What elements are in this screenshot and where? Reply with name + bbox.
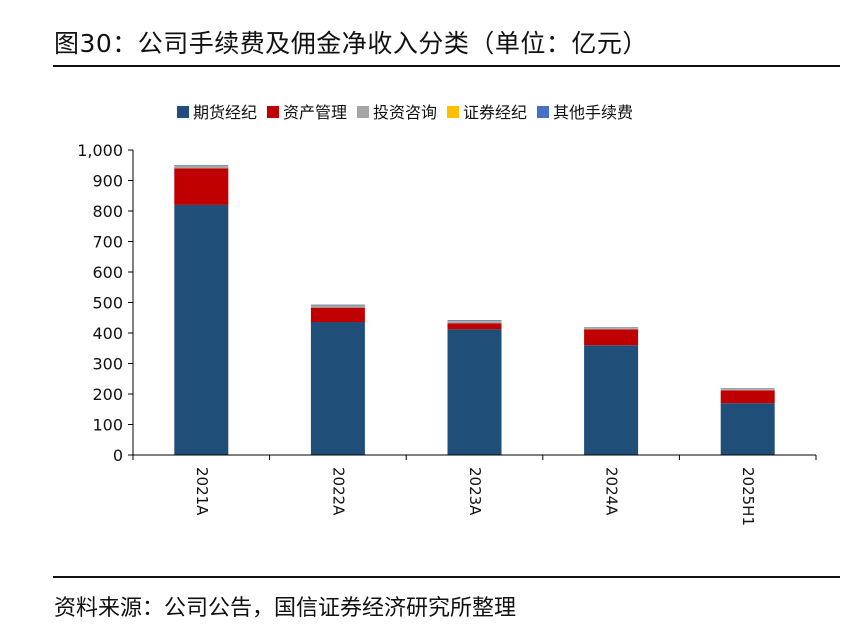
bar-segment	[174, 165, 229, 167]
bar-segment	[310, 305, 365, 308]
legend-label: 投资咨询	[373, 103, 437, 122]
x-tick-label: 2023A	[466, 467, 484, 516]
legend-swatch	[267, 106, 279, 118]
bar-segment	[720, 403, 775, 455]
bar-segment	[584, 329, 639, 346]
x-tick-label: 2025H1	[739, 467, 757, 526]
legend-swatch	[177, 106, 189, 118]
legend-label: 期货经纪	[193, 103, 257, 122]
bar-segment	[584, 328, 639, 330]
legend-swatch	[357, 106, 369, 118]
x-tick-label: 2022A	[329, 467, 347, 516]
title-rule	[53, 65, 840, 67]
bar-segment	[310, 322, 365, 455]
bar-segment	[720, 389, 775, 391]
bar-segment	[447, 321, 502, 324]
y-tick-label: 800	[92, 202, 123, 221]
y-tick-label: 200	[92, 385, 123, 404]
y-tick-label: 600	[92, 263, 123, 282]
legend-label: 证券经纪	[463, 103, 527, 122]
source-note: 资料来源：公司公告，国信证券经济研究所整理	[54, 596, 517, 621]
bar-segment	[174, 168, 229, 205]
bar-segment	[447, 320, 502, 322]
y-tick-label: 900	[92, 172, 123, 191]
stacked-bar-chart: 期货经纪 资产管理 投资咨询 证券经纪 其他手续费 0 100 200 300 400 500 60…	[77, 103, 817, 526]
bar-segment	[720, 390, 775, 404]
legend-swatch	[447, 106, 459, 118]
chart-title: 图30：公司手续费及佣金净收入分类（单位：亿元）	[54, 29, 648, 58]
bar-segment	[310, 307, 365, 323]
y-tick-label: 100	[92, 416, 123, 435]
y-tick-label: 500	[92, 294, 123, 313]
bar-segment	[720, 388, 775, 389]
y-tick-label: 1,000	[77, 141, 123, 160]
legend-label: 其他手续费	[553, 103, 633, 122]
legend: 期货经纪 资产管理 投资咨询 证券经纪 其他手续费	[177, 103, 633, 122]
y-tick-label: 700	[92, 233, 123, 252]
bar-segment	[584, 345, 639, 455]
bar-segment	[310, 304, 365, 306]
x-tick-label: 2024A	[603, 467, 621, 516]
source-rule	[53, 576, 840, 578]
bar-segment	[174, 166, 229, 169]
legend-swatch	[537, 106, 549, 118]
x-axis: 2021A 2022A 2023A 2024A 2025H1	[132, 454, 817, 526]
y-tick-label: 0	[113, 446, 123, 465]
bars	[174, 165, 775, 455]
bar-segment	[447, 323, 502, 330]
bar-segment	[584, 327, 639, 328]
bar-segment	[447, 329, 502, 455]
y-tick-label: 300	[92, 355, 123, 374]
y-tick-label: 400	[92, 324, 123, 343]
legend-label: 资产管理	[283, 103, 347, 122]
y-axis: 0 100 200 300 400 500 600 700 800 900 1,000	[77, 141, 134, 465]
x-tick-label: 2021A	[193, 467, 211, 516]
bar-segment	[174, 204, 229, 455]
